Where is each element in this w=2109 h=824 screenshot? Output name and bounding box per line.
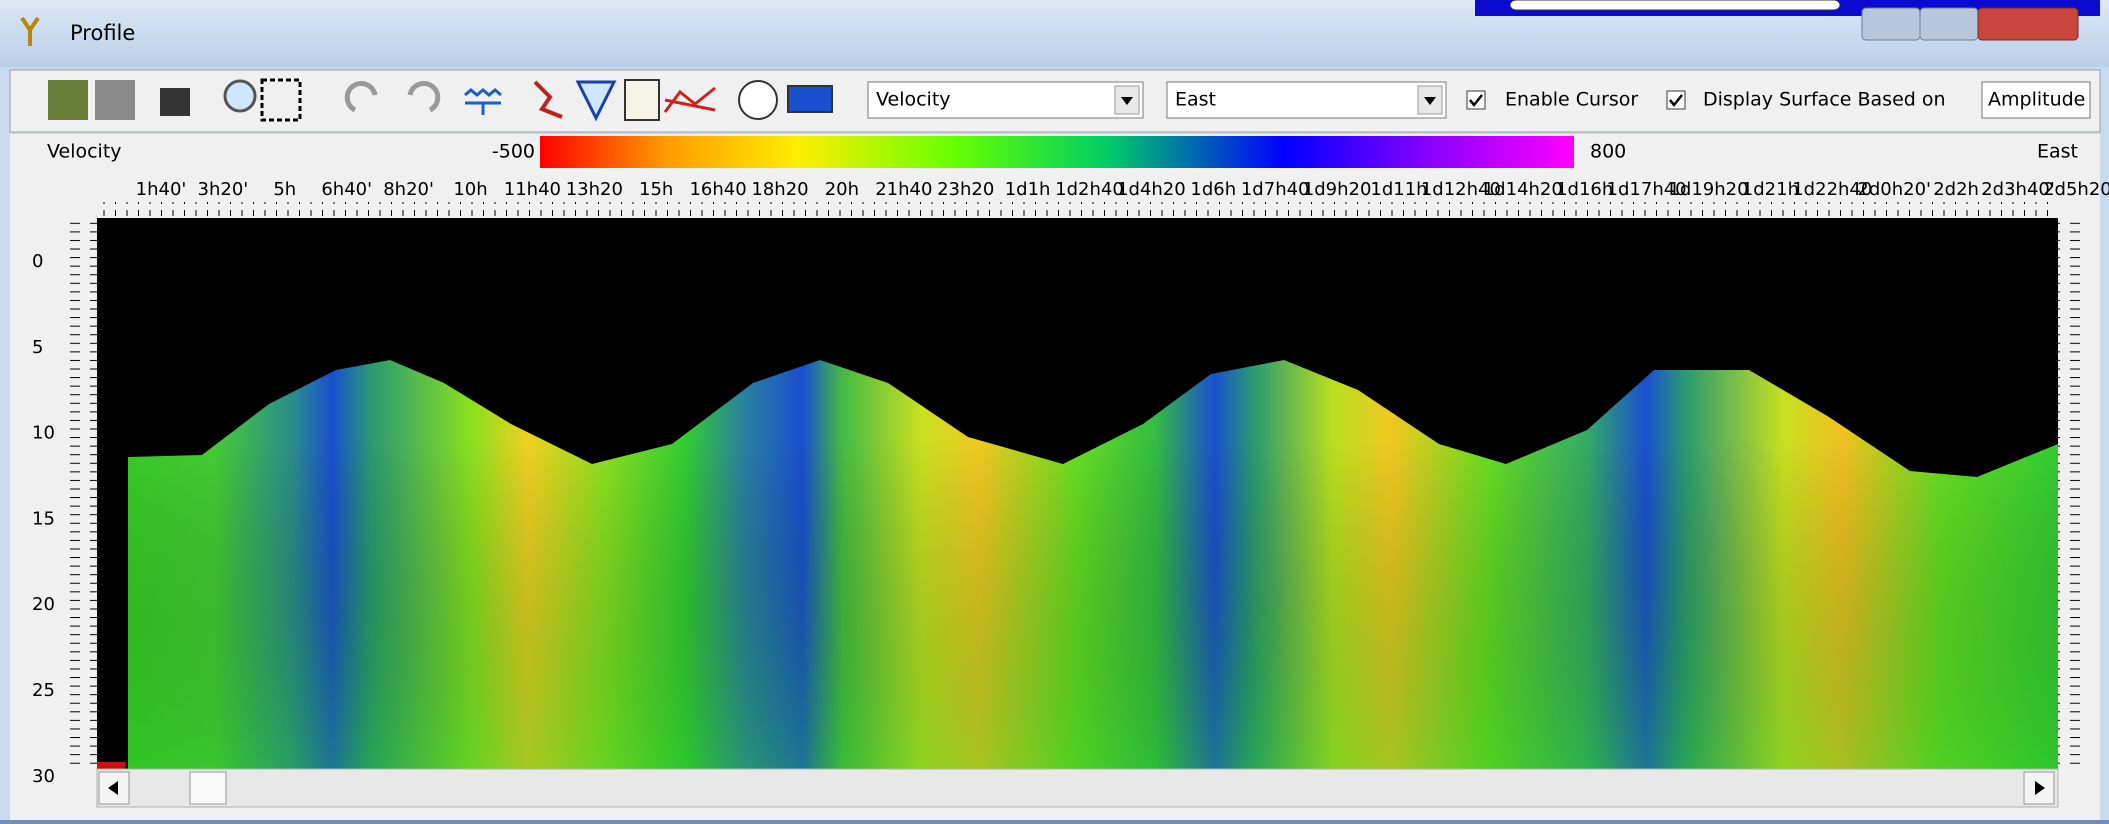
x-tick-label: 1d6h <box>1190 179 1236 200</box>
x-tick-label: 21h40 <box>875 179 932 200</box>
variable-value: Velocity <box>876 89 951 111</box>
window-title: Profile <box>70 21 135 45</box>
x-tick-label: 1d4h20 <box>1117 179 1186 200</box>
x-tick-label: 6h40' <box>321 179 372 200</box>
colorbar <box>540 136 1574 168</box>
tool-button[interactable] <box>48 80 88 120</box>
surface-mode-value: Amplitude <box>1988 89 2085 111</box>
x-tick-label: 1d1h <box>1005 179 1051 200</box>
x-tick-label: 8h20' <box>383 179 434 200</box>
component-value: East <box>1175 89 1216 111</box>
tool-button[interactable] <box>625 80 659 120</box>
x-tick-label: 3h20' <box>198 179 249 200</box>
y-tick-label: 5 <box>32 337 43 358</box>
x-tick-label: 1d19h20 <box>1668 179 1748 200</box>
y-tick-label: 15 <box>32 508 55 529</box>
profile-window: Profile Velocity East Enable Cursor Disp… <box>0 0 2109 820</box>
tool-button[interactable] <box>160 88 190 116</box>
y-tick-label: 25 <box>32 680 55 701</box>
colorbar-min: -500 <box>492 141 535 163</box>
colorbar-label: Velocity <box>47 141 122 163</box>
close-button[interactable] <box>1978 8 2078 40</box>
enable-cursor-label: Enable Cursor <box>1505 89 1638 111</box>
x-tick-label: 5h <box>273 179 296 200</box>
display-surface-checkbox[interactable] <box>1667 91 1685 109</box>
horizontal-scrollbar[interactable] <box>97 769 2058 807</box>
minimize-button[interactable] <box>1862 8 1920 40</box>
x-tick-label: 23h20 <box>937 179 994 200</box>
x-tick-label: 18h20 <box>751 179 808 200</box>
x-ruler <box>97 202 2058 216</box>
x-tick-label: 16h40 <box>689 179 746 200</box>
background-window-field <box>1510 0 1840 10</box>
x-tick-label: 1d9h20 <box>1303 179 1372 200</box>
x-tick-label: 1h40' <box>136 179 187 200</box>
x-tick-label: 1d16h <box>1556 179 1613 200</box>
enable-cursor-checkbox[interactable] <box>1467 91 1485 109</box>
y-tick-label: 30 <box>32 766 55 787</box>
x-tick-label: 15h <box>639 179 673 200</box>
tool-button[interactable] <box>739 81 777 119</box>
x-tick-label: 20h <box>825 179 859 200</box>
x-tick-label: 2d2h <box>1933 179 1979 200</box>
x-tick-label: 10h <box>453 179 487 200</box>
marker <box>97 762 125 769</box>
x-tick-label: 2d0h20' <box>1857 179 1931 200</box>
y-tick-label: 0 <box>32 251 43 272</box>
colorbar-max: 800 <box>1590 141 1626 163</box>
x-tick-label: 1d7h40 <box>1241 179 1310 200</box>
x-tick-label: 13h20 <box>566 179 623 200</box>
x-tick-label: 1d21h <box>1742 179 1799 200</box>
x-tick-label: 11h40 <box>504 179 561 200</box>
x-tick-label: 1d14h20 <box>1483 179 1563 200</box>
heatmap-shading <box>97 440 2058 769</box>
scroll-thumb[interactable] <box>190 772 226 804</box>
y-tick-label: 20 <box>32 594 55 615</box>
tool-button[interactable] <box>95 80 135 120</box>
colorbar-component: East <box>2037 141 2078 163</box>
x-tick-label: 1d11h <box>1370 179 1427 200</box>
right-ruler <box>2058 218 2088 769</box>
y-tick-label: 10 <box>32 423 55 444</box>
maximize-button[interactable] <box>1920 8 1978 40</box>
y-ruler <box>60 218 97 769</box>
x-tick-label: 2d5h20' <box>2043 179 2109 200</box>
tool-button[interactable] <box>788 86 832 112</box>
tool-button[interactable] <box>225 81 255 111</box>
display-surface-label: Display Surface Based on <box>1703 89 1946 111</box>
x-tick-label: 1d2h40 <box>1055 179 1124 200</box>
